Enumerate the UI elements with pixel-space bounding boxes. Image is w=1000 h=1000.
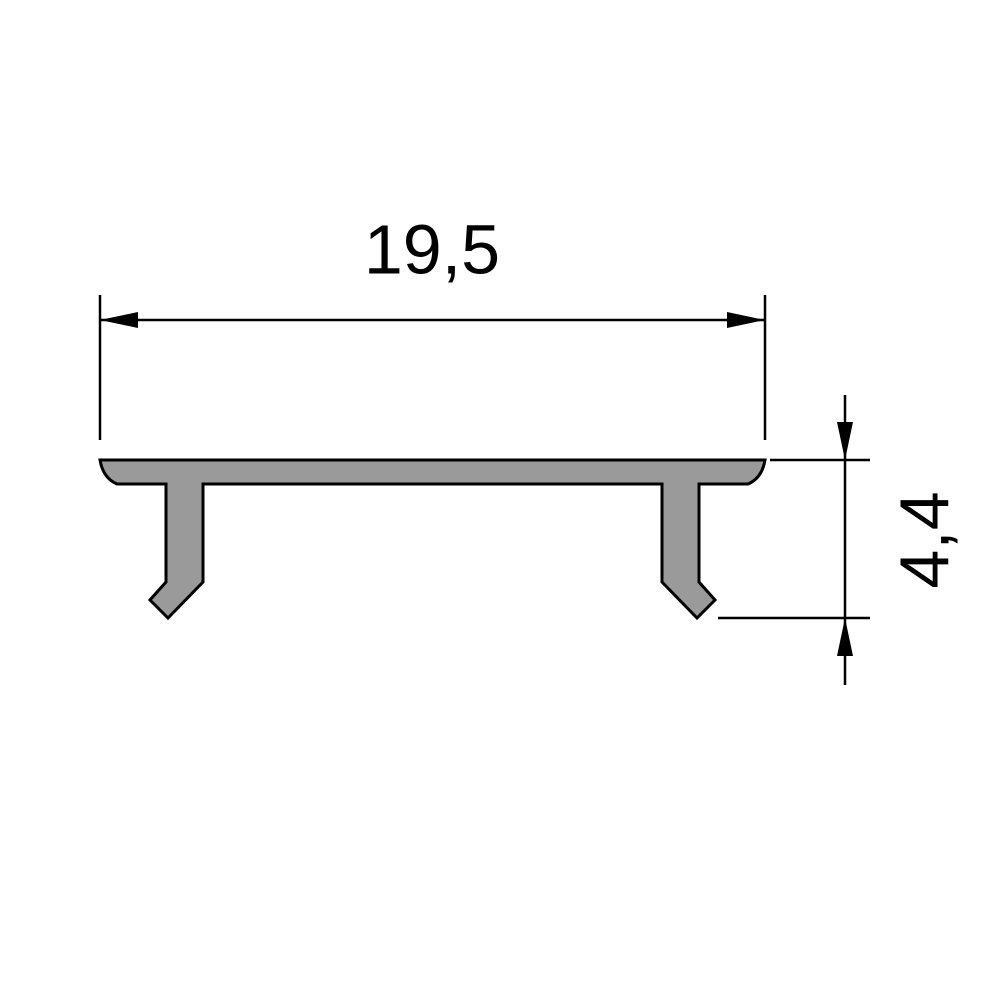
dimension-width: 19,5: [100, 210, 765, 440]
profile-cross-section: [100, 460, 765, 618]
dimension-width-label: 19,5: [364, 210, 500, 288]
dimension-height: 4,4: [718, 395, 963, 685]
dimension-height-label: 4,4: [885, 491, 963, 588]
